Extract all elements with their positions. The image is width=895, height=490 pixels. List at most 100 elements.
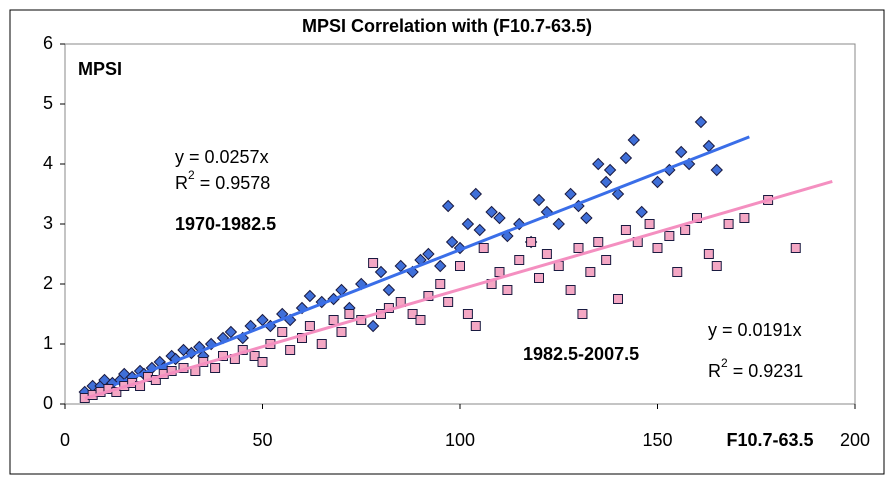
point xyxy=(407,309,418,319)
point xyxy=(599,175,613,189)
point xyxy=(382,283,396,297)
point xyxy=(577,309,588,319)
x-tick-label: 150 xyxy=(642,430,672,450)
point xyxy=(703,249,714,259)
point xyxy=(644,219,655,229)
point xyxy=(534,273,544,283)
y-tick-label: 4 xyxy=(43,153,53,173)
point xyxy=(277,327,288,337)
r2-rest: = 0.9231 xyxy=(728,361,804,381)
point xyxy=(470,321,481,331)
point xyxy=(723,219,734,229)
y-tick-label: 1 xyxy=(43,333,53,353)
point xyxy=(316,339,327,349)
point xyxy=(210,363,221,373)
point xyxy=(462,309,473,319)
point xyxy=(652,243,663,253)
point xyxy=(593,237,604,247)
y-tick-label: 5 xyxy=(43,93,53,113)
point xyxy=(694,115,708,129)
point xyxy=(224,325,238,339)
point xyxy=(415,315,426,325)
point xyxy=(445,235,459,249)
point xyxy=(573,243,584,253)
point xyxy=(469,187,483,201)
point xyxy=(257,357,268,367)
point xyxy=(249,351,260,361)
point xyxy=(674,145,688,159)
trend-equation: y = 0.0191x xyxy=(708,320,802,340)
point xyxy=(532,193,546,207)
point xyxy=(790,243,801,253)
r2-sup: 2 xyxy=(721,356,728,370)
x-tick-label: 0 xyxy=(60,430,70,450)
series-label: 1982.5-2007.5 xyxy=(523,344,639,364)
r2-rest: = 0.9578 xyxy=(195,173,271,193)
point xyxy=(304,321,315,331)
point xyxy=(651,175,664,189)
point xyxy=(627,133,641,147)
point xyxy=(111,387,122,397)
point xyxy=(443,297,454,307)
point xyxy=(552,217,565,231)
y-axis-label: MPSI xyxy=(78,59,122,79)
y-tick-label: 3 xyxy=(43,213,53,233)
point xyxy=(526,237,537,247)
point xyxy=(303,289,317,303)
point xyxy=(344,309,355,319)
trend-r2: R2 = 0.9231 xyxy=(708,356,803,381)
point xyxy=(739,213,750,223)
point xyxy=(493,211,506,225)
point xyxy=(461,217,475,231)
point xyxy=(672,267,683,277)
point xyxy=(585,267,596,277)
trend-equation: y = 0.0257x xyxy=(175,147,269,167)
point xyxy=(619,151,633,165)
point xyxy=(603,163,617,177)
r2-base: R xyxy=(708,361,721,381)
point xyxy=(374,265,388,279)
point xyxy=(336,327,347,337)
trendline xyxy=(84,179,833,400)
chart-title: MPSI Correlation with (F10.7-63.5) xyxy=(302,16,592,36)
point xyxy=(478,243,489,253)
trendline xyxy=(84,135,750,398)
point xyxy=(368,258,379,268)
point xyxy=(565,285,576,295)
point xyxy=(611,187,625,201)
trend-r2: R2 = 0.9578 xyxy=(175,168,270,193)
point xyxy=(455,261,465,271)
point xyxy=(601,255,612,265)
point xyxy=(541,249,552,259)
point xyxy=(620,225,631,235)
y-tick-label: 0 xyxy=(43,393,53,413)
point xyxy=(664,231,675,241)
point xyxy=(328,315,339,325)
x-axis-label: F10.7-63.5 xyxy=(726,430,813,450)
point xyxy=(422,247,435,261)
point xyxy=(680,225,691,235)
point xyxy=(366,319,380,333)
point xyxy=(564,187,577,201)
r2-base: R xyxy=(175,173,188,193)
x-tick-label: 100 xyxy=(445,430,475,450)
point xyxy=(434,259,447,273)
point xyxy=(502,285,513,295)
point xyxy=(613,294,623,304)
point xyxy=(711,261,722,271)
x-tick-label: 50 xyxy=(252,430,272,450)
point xyxy=(514,255,525,265)
r2-sup: 2 xyxy=(188,168,195,182)
y-tick-label: 6 xyxy=(43,33,53,53)
point xyxy=(485,205,498,219)
series-label: 1970-1982.5 xyxy=(175,214,276,234)
point xyxy=(435,279,446,289)
point xyxy=(710,163,723,177)
point xyxy=(494,267,505,277)
point xyxy=(592,157,605,171)
point xyxy=(441,199,455,213)
point xyxy=(580,211,593,225)
y-tick-label: 2 xyxy=(43,273,53,293)
point xyxy=(473,223,486,237)
